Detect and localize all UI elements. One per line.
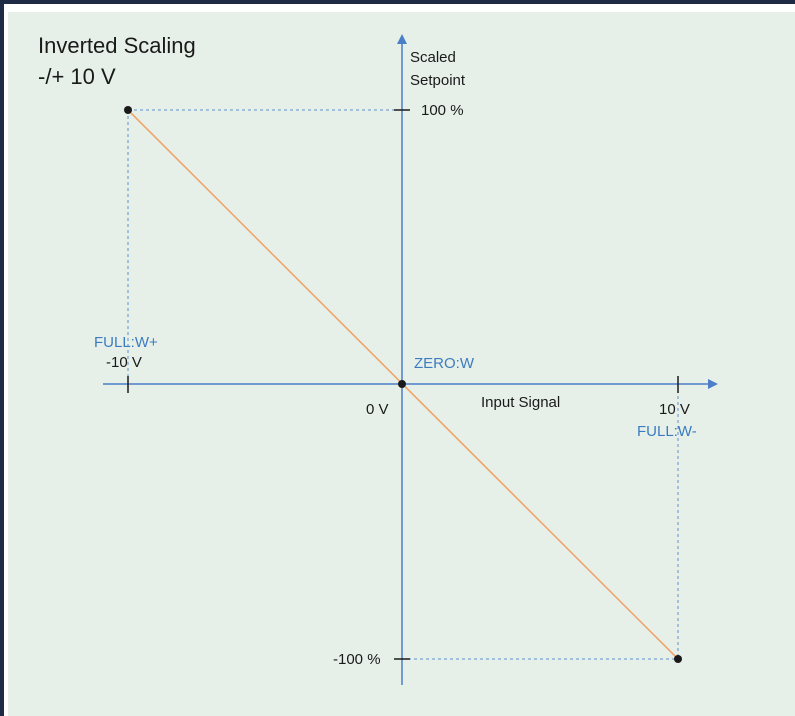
label-full-w-minus: FULL:W- xyxy=(637,423,697,440)
y-tick-top-label: 100 % xyxy=(421,102,464,119)
y-axis-label-line1: Scaled xyxy=(410,49,456,66)
point-zero-w xyxy=(398,380,406,388)
y-axis-label-line2: Setpoint xyxy=(410,72,466,89)
point-full-w-minus xyxy=(674,655,682,663)
label-zero-w: ZERO:W xyxy=(414,355,475,372)
y-tick-bottom-label: -100 % xyxy=(333,651,381,668)
point-full-w-plus xyxy=(124,106,132,114)
x-axis-label: Input Signal xyxy=(481,394,560,411)
x-tick-right-label: 10 V xyxy=(659,401,690,418)
title-line2: -/+ 10 V xyxy=(38,64,116,89)
title-line1: Inverted Scaling xyxy=(38,33,196,58)
x-tick-left-label: -10 V xyxy=(106,354,142,371)
x-tick-origin-label: 0 V xyxy=(366,401,389,418)
label-full-w-plus: FULL:W+ xyxy=(94,334,158,351)
